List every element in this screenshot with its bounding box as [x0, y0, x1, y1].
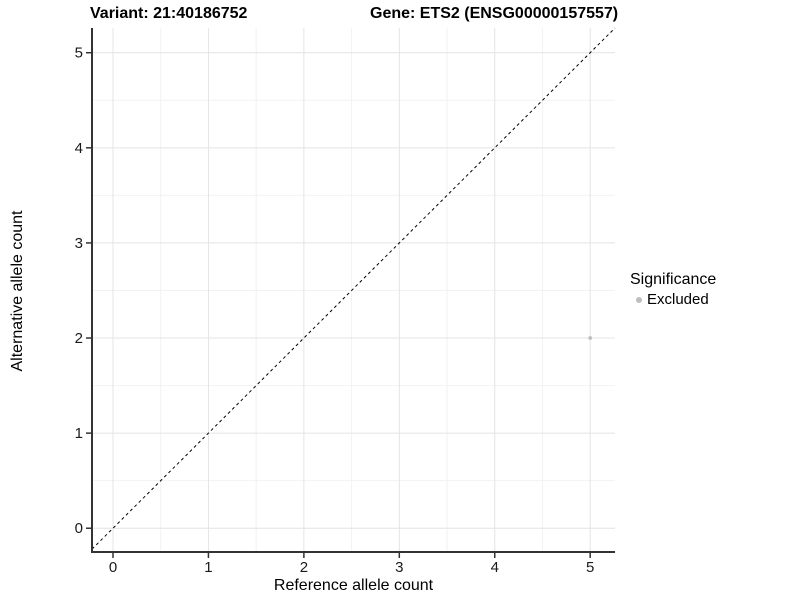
y-tick-label: 0 [75, 520, 83, 537]
y-tick-label: 1 [75, 425, 83, 442]
plot-title-gene: Gene: ETS2 (ENSG00000157557) [370, 5, 619, 22]
y-tick-label: 5 [75, 45, 83, 62]
x-tick-label: 1 [204, 559, 212, 576]
y-axis-title: Alternative allele count [9, 210, 26, 372]
x-tick-label: 4 [491, 559, 499, 576]
legend-key-dot [636, 296, 642, 303]
y-tick-label: 3 [75, 235, 83, 252]
identity-line [91, 27, 616, 550]
x-tick-label: 2 [300, 559, 308, 576]
legend-item-label: Excluded [647, 291, 709, 308]
x-tick-label: 3 [395, 559, 403, 576]
y-tick-label: 4 [75, 140, 83, 157]
x-tick-label: 5 [586, 559, 594, 576]
x-axis-title: Reference allele count [273, 577, 434, 594]
legend-title: Significance [630, 271, 717, 288]
y-tick-label: 2 [75, 330, 83, 347]
data-point [588, 336, 593, 340]
x-tick-label: 0 [109, 559, 117, 576]
legend-item-excluded: Excluded [630, 291, 716, 308]
plot-title-variant: Variant: 21:40186752 [90, 5, 248, 22]
legend: Significance Excluded [630, 270, 716, 308]
